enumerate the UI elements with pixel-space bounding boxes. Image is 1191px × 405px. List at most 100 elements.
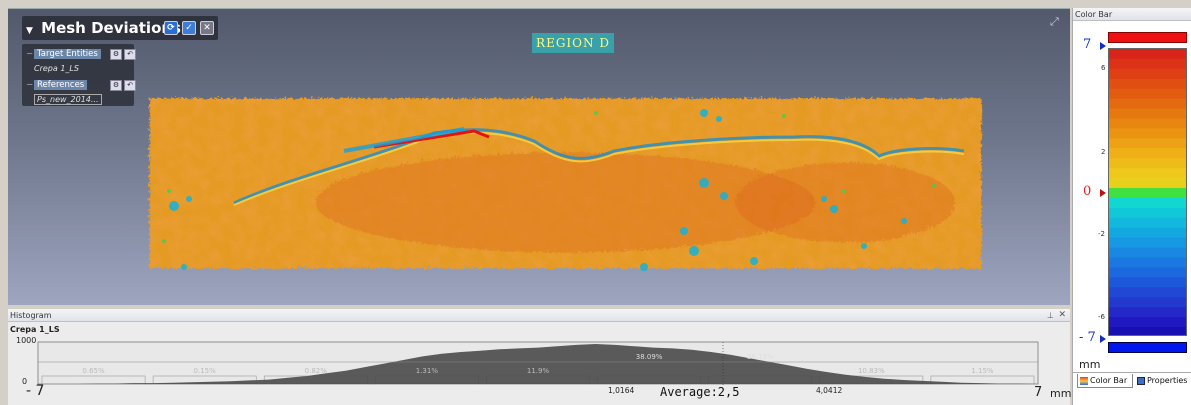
color-bar-zero-value: 0 [1083,184,1092,199]
color-band [1109,327,1186,335]
color-band [1109,297,1186,308]
references-label: References [34,80,88,90]
color-band [1109,287,1186,298]
close-icon[interactable]: ✕ [1058,310,1066,320]
color-band [1109,49,1186,60]
bin-percent-label: 1.15% [971,367,994,375]
bin-percent-label: 36.15% [747,353,774,361]
check-icon[interactable]: ✓ [182,21,196,35]
mesh-deviations-subpanel: − Target Entities ⚙ ↶ Crepa 1_LS − Referen… [22,44,136,106]
target-undo-icon[interactable]: ↶ [124,49,136,60]
histogram-entity: Crepa 1_LS [10,325,60,334]
color-band [1109,148,1186,159]
color-band [1109,267,1186,278]
average-label: Average:2,5 [660,385,740,399]
color-band [1109,317,1186,328]
color-bar-bottom-value: - 7 [1079,330,1096,345]
bin-percent-label: 0.82% [305,367,328,375]
bin-percent-label: 11.9% [527,367,550,375]
under-range-block [1108,342,1187,353]
color-bar-tick: -6 [1098,313,1105,321]
mesh-deviations-panel: ▼ Mesh Deviations ⟳ ✓ ✕ [22,16,218,40]
refresh-icon[interactable]: ⟳ [164,21,178,35]
y-axis-max-label: 1000 [16,336,37,345]
viewport-border [8,8,1070,9]
references-options-icon[interactable]: ⚙ [110,80,122,91]
color-band [1109,247,1186,259]
3d-viewport[interactable]: ⤢ ▼ Mesh Deviations ⟳ ✓ ✕ − Target Entiti… [8,8,1070,305]
color-band [1109,237,1186,249]
color-band [1109,178,1186,189]
over-range-block [1108,32,1187,43]
maximize-icon[interactable]: ⤢ [1050,15,1059,28]
color-band [1109,257,1186,268]
color-band [1109,68,1186,80]
deviation-mesh[interactable] [144,91,984,271]
color-band [1109,207,1186,219]
color-bar-tick: -2 [1098,230,1105,238]
histogram-titlebar: Histogram ⊥ ✕ [8,309,1070,322]
color-band [1109,118,1186,129]
color-band [1109,138,1186,149]
color-band [1109,58,1186,70]
tab-properties-label: Properties [1147,376,1188,385]
color-bar-title: Color Bar [1073,8,1191,21]
properties-tab-icon [1137,377,1145,385]
color-band [1109,307,1186,318]
x-tick-left: 1,0164 [608,386,635,395]
color-bar-tab-icon [1080,377,1088,385]
mesh-panel-title: Mesh Deviations [41,19,181,37]
tab-properties[interactable]: Properties [1135,374,1191,388]
x-axis-min-label: - 7 [26,383,45,399]
color-gradient-bands [1109,49,1186,335]
target-entity-item[interactable]: Crepa 1_LS [34,64,79,73]
color-band [1109,78,1186,90]
target-options-icon[interactable]: ⚙ [110,49,122,60]
color-gradient [1108,48,1187,336]
histogram-title: Histogram [10,311,52,320]
target-entities-label: Target Entities [34,49,101,59]
tab-color-bar-label: Color Bar [1090,376,1128,385]
bin-percent-label: 0.65% [82,367,105,375]
color-band [1109,128,1186,139]
collapse-minus-icon[interactable]: − [26,80,34,90]
color-bar-tick: 2 [1101,148,1106,156]
x-axis-unit: mm [1050,387,1072,400]
collapse-caret-icon[interactable]: ▼ [26,26,33,36]
bin-percent-label: 0.15% [194,367,217,375]
color-bar-top-value: 7 [1083,37,1092,52]
region-label: REGION D [532,33,614,53]
zero-marker-arrow-icon[interactable] [1100,189,1106,197]
y-axis-min-label: 0 [22,377,28,386]
color-bar-tabs: Color Bar Properties [1073,372,1191,388]
color-band [1109,88,1186,100]
references-header[interactable]: − References [26,79,88,91]
color-bar-panel: Color Bar 7 6 2 0 -2 -6 - 7 mm Color Bar… [1072,8,1191,405]
color-band [1109,158,1186,169]
color-bar-unit: mm [1079,358,1101,371]
references-undo-icon[interactable]: ↶ [124,80,136,91]
collapse-minus-icon[interactable]: − [26,49,34,59]
bin-percent-label: 10.83% [858,367,885,375]
color-band [1109,217,1186,229]
target-entities-header[interactable]: − Target Entities [26,48,101,60]
histogram-profile [38,344,1038,384]
color-band [1109,168,1186,179]
color-band [1109,108,1186,120]
x-tick-right: 4,0412 [816,386,843,395]
zero-band [1109,188,1186,199]
color-band [1109,98,1186,110]
histogram-chart: 0.65% 0.15% 0.82% 1.31% 11.9% 38.09% 36.15% 10.… [37,341,1039,386]
color-band [1109,197,1186,209]
bottom-limit-arrow-icon[interactable] [1100,335,1106,343]
color-band [1109,227,1186,239]
tab-color-bar[interactable]: Color Bar [1077,374,1133,388]
top-limit-arrow-icon[interactable] [1100,42,1106,50]
color-band [1109,277,1186,288]
close-icon[interactable]: ✕ [200,21,214,35]
reference-item[interactable]: Ps_new_2014... [34,94,102,105]
pin-icon[interactable]: ⊥ [1047,311,1054,320]
bin-percent-label: 38.09% [636,353,663,361]
histogram-panel: Histogram ⊥ ✕ Crepa 1_LS 1000 0 0.65% 0.1… [8,309,1072,405]
